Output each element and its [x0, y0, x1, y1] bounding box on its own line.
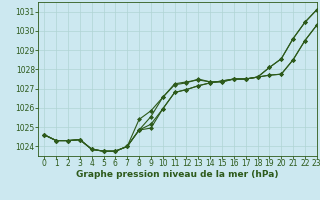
- X-axis label: Graphe pression niveau de la mer (hPa): Graphe pression niveau de la mer (hPa): [76, 170, 279, 179]
